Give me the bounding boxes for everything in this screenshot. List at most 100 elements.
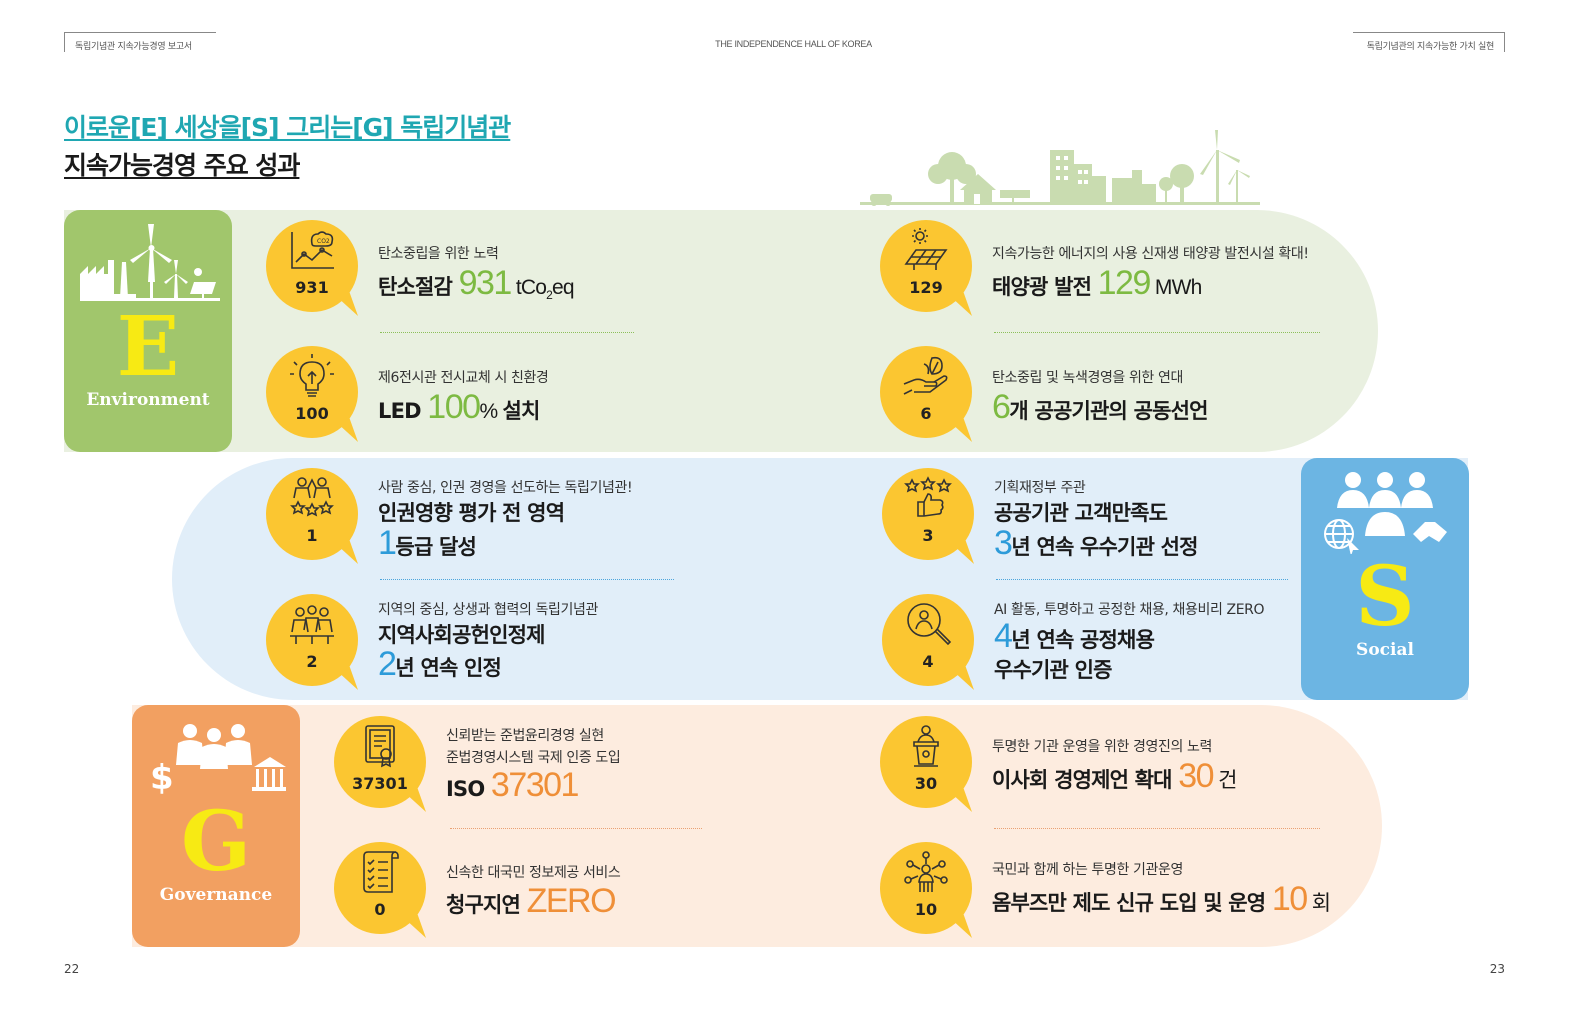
people-money-building-icon: $	[150, 724, 286, 798]
magnifier-person-icon	[907, 603, 952, 646]
hand-leaf-icon	[903, 356, 948, 395]
fair-hiring-bubble-number: 4	[922, 652, 934, 671]
page-subtitle: 지속가능경영 주요 성과	[64, 151, 300, 180]
s2-value: 3	[994, 524, 1013, 562]
community-icon	[290, 605, 334, 644]
alliance-bubble: 6	[878, 344, 974, 444]
s1-subtitle: 사람 중심, 인권 경영을 선도하는 독립기념관!	[378, 480, 633, 496]
e1-unit: tCo	[515, 276, 547, 299]
human-rights-bubble-number: 1	[306, 526, 318, 545]
e1-label: 탄소절감	[378, 275, 459, 299]
led-bubble-number: 100	[295, 404, 329, 423]
information-service-bubble-number: 0	[374, 900, 386, 919]
human-rights-bubble: 1	[264, 466, 360, 566]
led-bubble: 100	[264, 344, 360, 444]
divider	[380, 579, 674, 580]
g3-label: 청구지연	[446, 893, 527, 917]
environment-card: E Environment	[64, 210, 232, 452]
page-number-left: 22	[64, 962, 80, 976]
divider	[380, 332, 634, 333]
e2-unit: MWh	[1154, 276, 1202, 299]
e4-subtitle: 탄소중립 및 녹색경영을 위한 연대	[992, 370, 1183, 386]
e2-headline: 태양광 발전 129 MWh	[992, 264, 1202, 303]
s2-suffix: 년 연속 우수기관 선정	[1011, 535, 1198, 559]
e3-suffix: 설치	[502, 399, 540, 423]
e4-suffix: 개 공공기관의 공동선언	[1009, 399, 1208, 423]
g2-headline: 이사회 경영제언 확대 30 건	[992, 757, 1237, 796]
e4-headline: 6개 공공기관의 공동선언	[992, 388, 1208, 427]
environment-label: Environment	[86, 390, 210, 410]
g3-value: ZERO	[526, 882, 617, 920]
s4-suffix: 년 연속 공정채용	[1011, 628, 1155, 652]
solar-bubble: 129	[878, 218, 974, 318]
g4-label: 옴부즈만 제도 신규 도입 및 운영	[992, 891, 1272, 915]
governance-card: $ G Governance	[132, 705, 300, 947]
e2-label: 태양광 발전	[992, 275, 1098, 299]
e3-unit: %	[479, 400, 503, 423]
s4-value: 4	[994, 617, 1013, 655]
co2-chart-icon: CO2	[291, 231, 334, 269]
divider	[996, 579, 1288, 580]
s3-headline-line1: 지역사회공헌인정제	[378, 623, 545, 647]
s2-headline-line2: 3년 연속 우수기관 선정	[994, 524, 1198, 563]
compliance-bubble-number: 37301	[352, 774, 408, 793]
customer-satisfaction-bubble-number: 3	[922, 526, 934, 545]
ombudsman-bubble-number: 10	[914, 900, 938, 919]
g4-headline: 옴부즈만 제도 신규 도입 및 운영 10 회	[992, 880, 1331, 919]
e1-subtitle: 탄소중립을 위한 노력	[378, 246, 499, 262]
divider	[994, 332, 1320, 333]
governance-letter: G	[180, 794, 252, 890]
co2-bubble-number: 931	[295, 278, 329, 297]
g2-label: 이사회 경영제언 확대	[992, 768, 1179, 792]
solar-panel-icon	[904, 228, 948, 270]
s1-headline-line1: 인권영향 평가 전 영역	[378, 501, 565, 525]
g1-subtitle-2: 준법경영시스템 국제 인증 도입	[446, 750, 621, 766]
community-bubble-number: 2	[306, 652, 318, 671]
g1-subtitle: 신뢰받는 준법윤리경영 실현	[446, 728, 604, 744]
certificate-icon	[365, 725, 395, 768]
g4-unit: 회	[1311, 892, 1331, 915]
e1-unit-suffix: eq	[552, 276, 575, 299]
g2-subtitle: 투명한 기관 운영을 위한 경영진의 노력	[992, 739, 1212, 755]
s3-value: 2	[378, 645, 397, 683]
alliance-bubble-number: 6	[920, 404, 932, 423]
g4-value: 10	[1271, 880, 1308, 918]
page-title: 이로운[E] 세상을[S] 그리는[G] 독립기념관	[64, 113, 511, 142]
e1-unit-subscript: 2	[546, 288, 553, 303]
city-skyline-illustration	[860, 130, 1260, 206]
s3-suffix: 년 연속 인정	[395, 656, 502, 680]
header-section-title: 독립기념관의 지속가능한 가치 실현	[1353, 32, 1505, 52]
e4-value: 6	[992, 388, 1011, 426]
s4-subtitle: AI 활동, 투명하고 공정한 채용, 채용비리 ZERO	[994, 602, 1265, 618]
e3-subtitle: 제6전시관 전시교체 시 친환경	[378, 370, 549, 386]
compliance-bubble: 37301	[332, 714, 428, 814]
s2-subtitle: 기획재정부 주관	[994, 480, 1086, 496]
g1-value: 37301	[490, 766, 580, 804]
s4-headline-line2: 우수기관 인증	[994, 658, 1112, 682]
s1-suffix: 등급 달성	[395, 535, 477, 559]
checklist-icon	[363, 851, 399, 893]
customer-satisfaction-bubble: 3	[880, 466, 976, 566]
g4-subtitle: 국민과 함께 하는 투명한 기관운영	[992, 862, 1183, 878]
header-report-title: 독립기념관 지속가능경영 보고서	[64, 32, 216, 52]
g3-headline: 청구지연 ZERO	[446, 882, 617, 921]
s3-subtitle: 지역의 중심, 상생과 협력의 독립기념관	[378, 602, 598, 618]
e2-value: 129	[1097, 264, 1152, 302]
lightbulb-icon	[290, 354, 334, 397]
g1-label: ISO	[446, 777, 491, 801]
svg-text:CO2: CO2	[317, 238, 330, 245]
g3-subtitle: 신속한 대국민 정보제공 서비스	[446, 865, 621, 881]
e1-headline: 탄소절감 931 tCo2eq	[378, 264, 575, 303]
header-org-name: THE INDEPENDENCE HALL OF KOREA	[715, 39, 872, 49]
people-stars-icon	[290, 477, 334, 517]
social-card: S Social	[1301, 458, 1469, 700]
social-letter: S	[1355, 549, 1415, 645]
fair-hiring-bubble: 4	[880, 592, 976, 692]
information-service-bubble: 0	[332, 840, 428, 940]
governance-label: Governance	[159, 885, 273, 905]
s1-value: 1	[378, 524, 397, 562]
e3-label: LED	[378, 399, 428, 423]
s3-headline-line2: 2년 연속 인정	[378, 645, 502, 684]
g2-value: 30	[1178, 757, 1214, 795]
divider	[450, 828, 702, 829]
